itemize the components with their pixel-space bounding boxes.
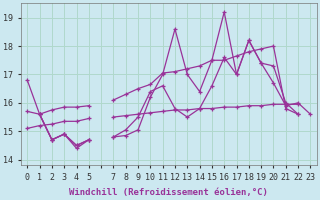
X-axis label: Windchill (Refroidissement éolien,°C): Windchill (Refroidissement éolien,°C) xyxy=(69,188,268,197)
